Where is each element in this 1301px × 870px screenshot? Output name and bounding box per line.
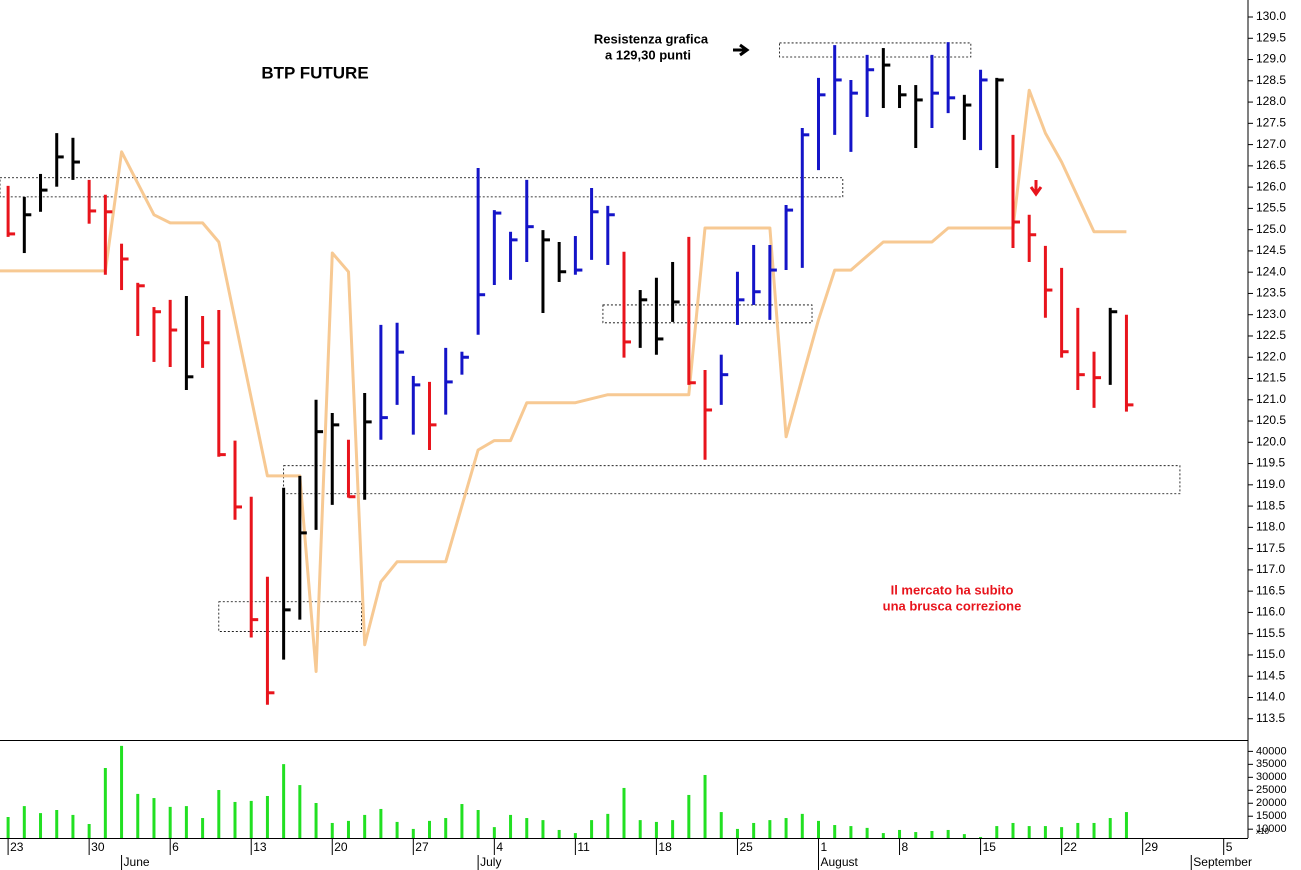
zone [0,177,844,198]
x-tick-label: 18 [658,840,672,854]
y-tick-label: 20000 [1256,797,1287,809]
annotation: Il mercato ha subito [891,582,1014,597]
y-tick-label: 113.5 [1256,711,1285,725]
y-tick-label: 117.0 [1256,562,1285,576]
y-tick-label: 128.0 [1256,94,1286,108]
x-tick-label: 4 [496,840,503,854]
x-tick-label: 22 [1064,840,1078,854]
y-tick-label: 127.5 [1256,116,1286,130]
y-tick-label: 125.0 [1256,222,1286,236]
month-label: September [1193,855,1252,869]
annotation: Resistenza grafica [594,31,709,46]
y-tick-label: 116.5 [1256,583,1285,597]
y-tick-label: 130.0 [1256,9,1286,23]
y-tick-label: 114.5 [1256,668,1285,682]
x-tick-label: 11 [577,840,590,854]
x-tick-label: 5 [1226,840,1233,854]
y-tick-label: 128.5 [1256,73,1286,87]
x-tick-label: 25 [739,840,753,854]
x-tick-label: 27 [415,840,429,854]
y-tick-label: 117.5 [1256,541,1285,555]
y-tick-label: 124.0 [1256,264,1286,278]
y-tick-label: 25000 [1256,784,1287,796]
x-tick-label: 1 [820,840,827,854]
y-tick-label: 114.0 [1256,690,1285,704]
y-tick-label: 126.5 [1256,158,1286,172]
x-tick-label: 6 [172,840,179,854]
y-tick-label: 124.5 [1256,243,1286,257]
y-tick-label: 123.5 [1256,286,1286,300]
month-label: July [480,855,501,869]
volume-unit: x10 [1256,827,1269,836]
y-tick-label: 122.5 [1256,328,1286,342]
y-tick-label: 116.0 [1256,605,1285,619]
x-tick-label: 15 [983,840,997,854]
y-tick-label: 30000 [1256,771,1287,783]
y-tick-label: 115.5 [1256,626,1285,640]
y-tick-label: 115.0 [1256,647,1285,661]
arrow [1029,180,1043,197]
y-tick-label: 120.5 [1256,413,1286,427]
y-tick-label: 121.0 [1256,392,1286,406]
y-tick-label: 120.0 [1256,434,1286,448]
zone [283,465,1181,495]
month-label: August [820,855,858,869]
zone [218,601,362,632]
y-tick-label: 126.0 [1256,179,1286,193]
x-tick-label: 13 [253,840,267,854]
zone [779,42,972,58]
chart-title: BTP FUTURE [261,63,368,82]
y-tick-label: 40000 [1256,745,1287,757]
y-tick-label: 127.0 [1256,137,1286,151]
y-tick-label: 119.5 [1256,456,1285,470]
y-tick-label: 125.5 [1256,201,1286,215]
y-tick-label: 10000 [1256,823,1287,835]
x-tick-label: 30 [91,840,105,854]
x-tick-label: 23 [10,840,24,854]
y-tick-label: 123.0 [1256,307,1286,321]
y-tick-label: 119.0 [1256,477,1285,491]
month-label: June [124,855,150,869]
y-tick-label: 118.0 [1256,520,1285,534]
zone [602,304,813,324]
y-tick-label: 122.0 [1256,349,1286,363]
y-tick-label: 15000 [1256,810,1287,822]
y-tick-label: 118.5 [1256,498,1285,512]
x-tick-label: 20 [334,840,348,854]
y-tick-label: 35000 [1256,758,1287,770]
y-tick-label: 129.0 [1256,52,1286,66]
indicator-line [0,88,1127,673]
arrow [733,43,750,57]
x-tick-label: 8 [902,840,909,854]
y-tick-label: 129.5 [1256,30,1286,44]
y-tick-label: 121.5 [1256,371,1286,385]
x-tick-label: 29 [1145,840,1159,854]
annotation: una brusca correzione [883,598,1022,613]
annotation: a 129,30 punti [605,47,691,62]
